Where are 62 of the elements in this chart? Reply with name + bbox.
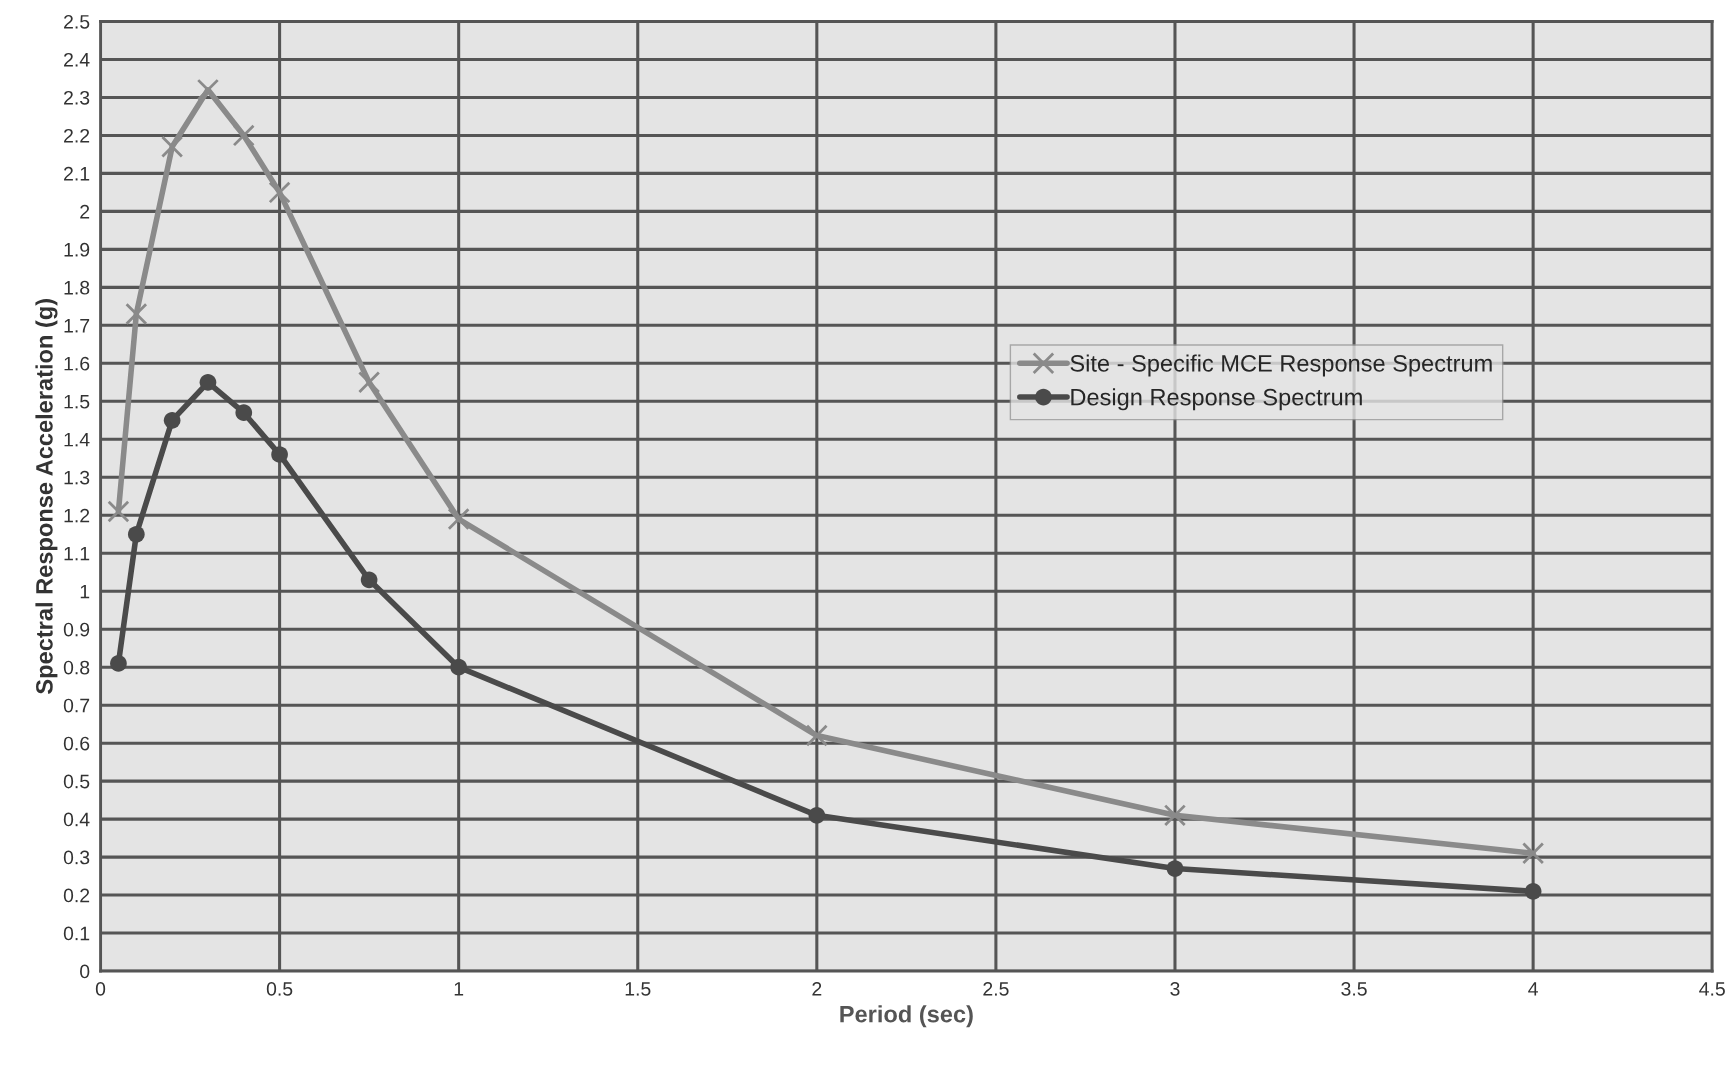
y-tick-label: 2.3 bbox=[64, 90, 90, 105]
y-tick-label: 0.4 bbox=[63, 812, 90, 827]
y-tick-label: 2.5 bbox=[64, 14, 90, 29]
point bbox=[447, 507, 470, 531]
x-tick-label: 2 bbox=[812, 982, 822, 996]
point bbox=[360, 571, 378, 589]
point bbox=[163, 411, 181, 429]
y-tick-label: 0.7 bbox=[63, 698, 90, 713]
y-tick-label: 1.3 bbox=[64, 470, 90, 485]
y-tick-label: 0.5 bbox=[63, 774, 90, 789]
y-tick-label: 0.2 bbox=[63, 888, 90, 903]
x-tick-label: 4.5 bbox=[1699, 982, 1725, 996]
y-tick-label: 1.8 bbox=[64, 280, 90, 295]
point bbox=[450, 658, 467, 676]
x-tick-label: 0 bbox=[95, 982, 106, 996]
point bbox=[1163, 804, 1187, 827]
point bbox=[808, 807, 826, 824]
y-tick-label: 1.7 bbox=[64, 319, 90, 333]
y-tick-label: 2.4 bbox=[64, 52, 90, 67]
x-tick-label: 1.5 bbox=[625, 982, 651, 996]
y-tick-label: 1.2 bbox=[64, 508, 90, 523]
x-tick-label: 2.5 bbox=[983, 982, 1009, 996]
y-tick-label: 0.3 bbox=[63, 850, 90, 865]
point bbox=[161, 135, 184, 158]
y-tick-label: 0.1 bbox=[63, 926, 90, 941]
y-axis-title: Spectral Response Acceleration (g) bbox=[35, 299, 58, 694]
x-tick-label: 3 bbox=[1170, 982, 1180, 996]
point bbox=[271, 446, 288, 463]
point bbox=[199, 373, 217, 391]
y-tick-label: 1.6 bbox=[64, 356, 90, 371]
y-tick-label: 2.1 bbox=[64, 166, 90, 181]
point bbox=[1524, 882, 1542, 900]
point bbox=[110, 655, 127, 672]
point bbox=[235, 404, 253, 422]
y-tick-label: 1.9 bbox=[64, 242, 90, 257]
legend-label: Design Response Spectrum bbox=[1071, 388, 1362, 411]
point bbox=[128, 525, 145, 543]
y-tick-label: 1.1 bbox=[64, 546, 90, 561]
point bbox=[107, 500, 130, 523]
y-tick-label: 0.9 bbox=[63, 622, 90, 637]
y-tick-label: 1 bbox=[80, 584, 90, 599]
x-tick-label: 3.5 bbox=[1341, 982, 1367, 996]
x-axis-title: Period (sec) bbox=[840, 1005, 973, 1028]
point bbox=[232, 124, 255, 147]
x-tick-label: 1 bbox=[454, 982, 464, 996]
y-tick-label: 1.4 bbox=[64, 432, 90, 447]
y-tick-label: 2 bbox=[80, 204, 90, 219]
point bbox=[125, 302, 148, 326]
y-tick-label: 2.2 bbox=[64, 128, 90, 143]
point bbox=[805, 724, 828, 747]
legend-label: Site - Specific MCE Response Spectrum bbox=[1070, 354, 1492, 377]
point bbox=[1166, 860, 1184, 877]
x-tick-label: 4 bbox=[1528, 982, 1538, 996]
y-tick-label: 0.8 bbox=[63, 660, 90, 675]
y-tick-label: 0.6 bbox=[63, 736, 90, 751]
point bbox=[196, 78, 220, 101]
point bbox=[268, 181, 291, 204]
y-tick-label: 0 bbox=[80, 964, 90, 979]
point bbox=[358, 371, 381, 394]
y-tick-label: 1.5 bbox=[64, 394, 90, 409]
point bbox=[1522, 842, 1545, 865]
x-tick-label: 0.5 bbox=[266, 982, 293, 996]
